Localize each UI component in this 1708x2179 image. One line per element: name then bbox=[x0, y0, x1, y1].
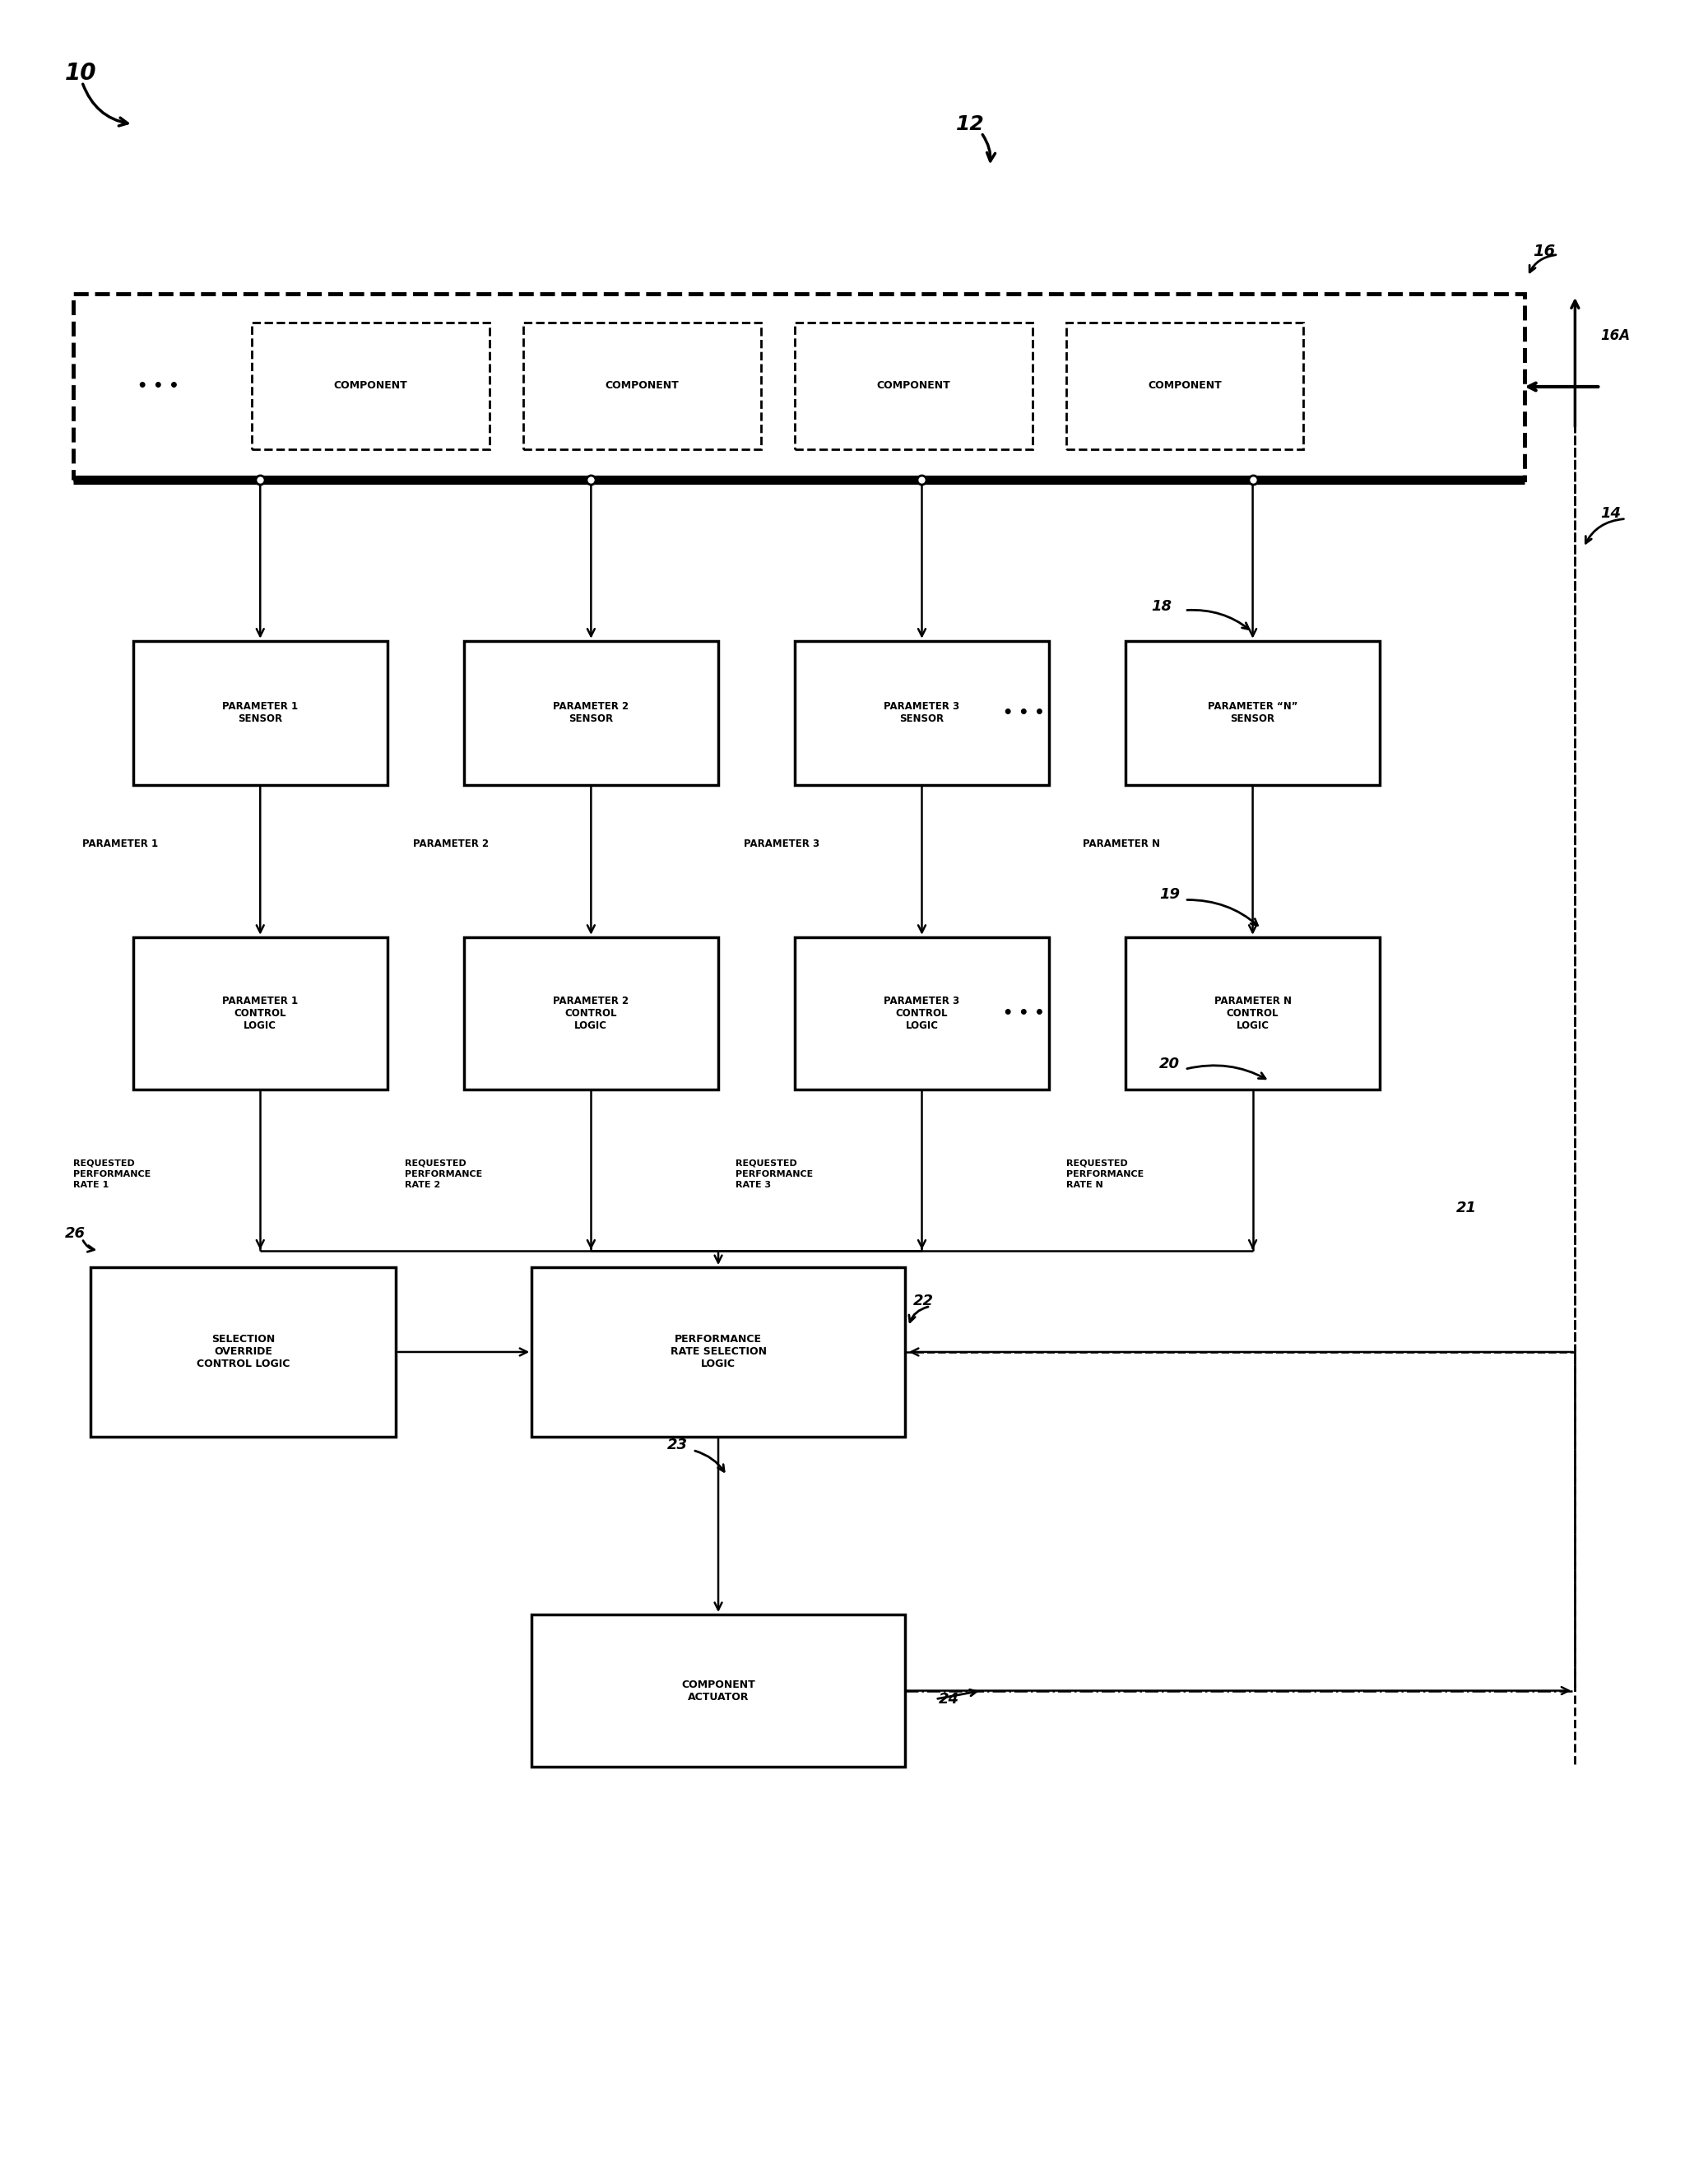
Text: REQUESTED
PERFORMANCE
RATE 1: REQUESTED PERFORMANCE RATE 1 bbox=[73, 1159, 150, 1190]
Text: 20: 20 bbox=[1160, 1057, 1180, 1072]
Bar bbox=[1066, 322, 1303, 449]
Text: COMPONENT: COMPONENT bbox=[1148, 381, 1221, 392]
Text: • • •: • • • bbox=[1003, 1005, 1045, 1022]
Text: PARAMETER 1: PARAMETER 1 bbox=[82, 839, 157, 850]
Text: 26: 26 bbox=[65, 1227, 85, 1240]
Text: PARAMETER 3
SENSOR: PARAMETER 3 SENSOR bbox=[885, 702, 960, 723]
Bar bbox=[465, 641, 719, 784]
Text: PARAMETER 1
SENSOR: PARAMETER 1 SENSOR bbox=[222, 702, 299, 723]
Bar bbox=[251, 322, 488, 449]
Text: COMPONENT: COMPONENT bbox=[333, 381, 408, 392]
Text: 23: 23 bbox=[668, 1438, 688, 1453]
Text: 16A: 16A bbox=[1600, 329, 1629, 344]
Text: PARAMETER 3
CONTROL
LOGIC: PARAMETER 3 CONTROL LOGIC bbox=[885, 996, 960, 1031]
Bar bbox=[1126, 937, 1380, 1090]
Text: 14: 14 bbox=[1600, 506, 1621, 521]
Text: 10: 10 bbox=[65, 61, 97, 85]
Bar bbox=[133, 641, 388, 784]
Text: REQUESTED
PERFORMANCE
RATE 2: REQUESTED PERFORMANCE RATE 2 bbox=[405, 1159, 482, 1190]
Text: SELECTION
OVERRIDE
CONTROL LOGIC: SELECTION OVERRIDE CONTROL LOGIC bbox=[196, 1334, 290, 1371]
Text: 18: 18 bbox=[1151, 599, 1172, 614]
Bar bbox=[133, 937, 388, 1090]
Bar bbox=[794, 322, 1032, 449]
Bar bbox=[73, 294, 1524, 479]
Text: COMPONENT
ACTUATOR: COMPONENT ACTUATOR bbox=[681, 1680, 755, 1702]
Text: PERFORMANCE
RATE SELECTION
LOGIC: PERFORMANCE RATE SELECTION LOGIC bbox=[670, 1334, 767, 1371]
Bar bbox=[465, 937, 719, 1090]
Bar bbox=[1126, 641, 1380, 784]
Text: REQUESTED
PERFORMANCE
RATE 3: REQUESTED PERFORMANCE RATE 3 bbox=[734, 1159, 813, 1190]
Bar bbox=[531, 1268, 905, 1436]
Text: PARAMETER 1
CONTROL
LOGIC: PARAMETER 1 CONTROL LOGIC bbox=[222, 996, 299, 1031]
Text: 16: 16 bbox=[1532, 244, 1554, 259]
Text: COMPONENT: COMPONENT bbox=[605, 381, 678, 392]
Text: PARAMETER 3: PARAMETER 3 bbox=[743, 839, 820, 850]
Text: 12: 12 bbox=[956, 113, 984, 135]
Text: COMPONENT: COMPONENT bbox=[876, 381, 950, 392]
Text: PARAMETER “N”
SENSOR: PARAMETER “N” SENSOR bbox=[1208, 702, 1298, 723]
Text: 21: 21 bbox=[1457, 1201, 1477, 1216]
Bar bbox=[794, 641, 1049, 784]
Bar bbox=[91, 1268, 396, 1436]
Text: PARAMETER 2
CONTROL
LOGIC: PARAMETER 2 CONTROL LOGIC bbox=[553, 996, 629, 1031]
Text: PARAMETER 2
SENSOR: PARAMETER 2 SENSOR bbox=[553, 702, 629, 723]
Bar bbox=[523, 322, 760, 449]
Text: 22: 22 bbox=[914, 1294, 934, 1310]
Text: 24: 24 bbox=[939, 1691, 960, 1706]
Text: PARAMETER 2: PARAMETER 2 bbox=[413, 839, 488, 850]
Text: REQUESTED
PERFORMANCE
RATE N: REQUESTED PERFORMANCE RATE N bbox=[1066, 1159, 1144, 1190]
Text: • • •: • • • bbox=[138, 379, 179, 394]
Text: PARAMETER N: PARAMETER N bbox=[1083, 839, 1160, 850]
Bar bbox=[531, 1615, 905, 1767]
Bar bbox=[794, 937, 1049, 1090]
Text: • • •: • • • bbox=[1003, 704, 1045, 721]
Text: 19: 19 bbox=[1160, 887, 1180, 902]
Text: PARAMETER N
CONTROL
LOGIC: PARAMETER N CONTROL LOGIC bbox=[1214, 996, 1291, 1031]
